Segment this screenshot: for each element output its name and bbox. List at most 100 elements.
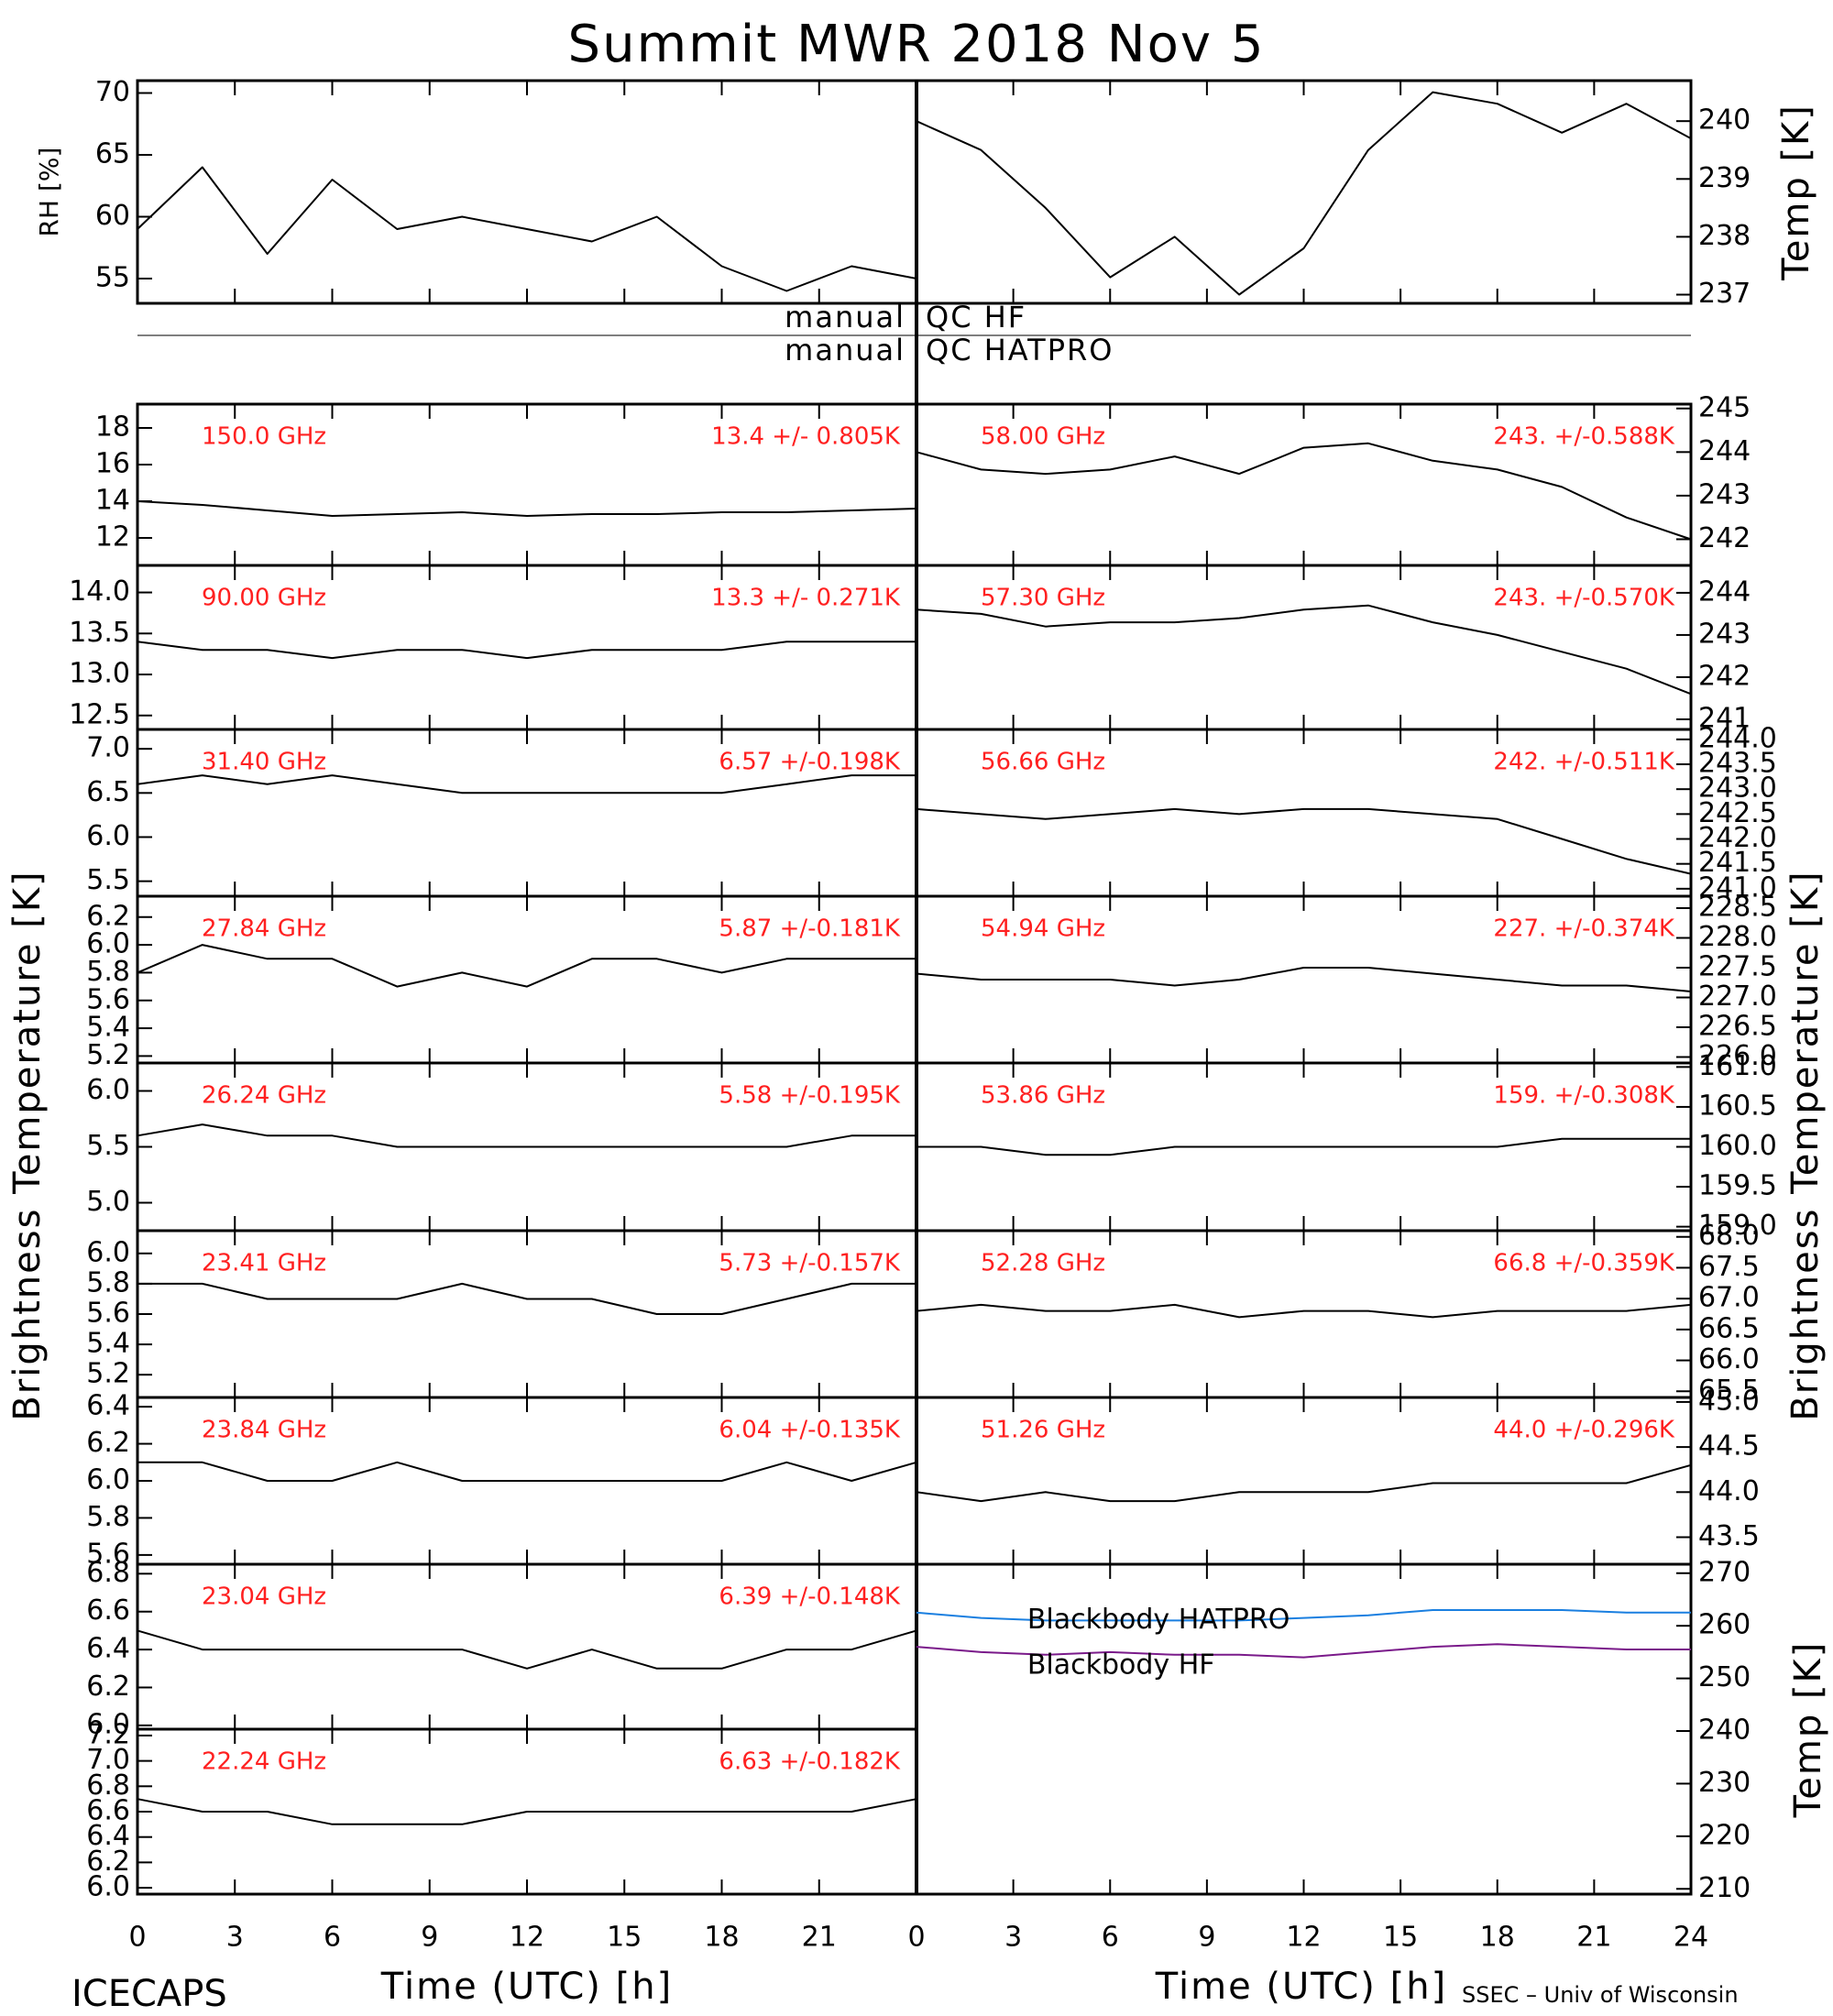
x-tick-label: 3 <box>1004 1922 1022 1954</box>
y-tick-label: 5.8 <box>86 1501 130 1533</box>
data-line <box>916 91 1692 296</box>
series-label: Blackbody HATPRO <box>1027 1604 1290 1636</box>
y-tick-label: 5.6 <box>86 1298 130 1330</box>
y-tick-label: 242.5 <box>1698 797 1777 829</box>
y-tick-label: 226.5 <box>1698 1011 1777 1043</box>
y-tick-label: 13.0 <box>69 658 130 690</box>
channel-label: 58.00 GHz <box>981 423 1105 451</box>
channel-label: 26.24 GHz <box>202 1082 326 1110</box>
y-tick-label: 6.8 <box>86 1557 130 1589</box>
channel-stats: 44.0 +/-0.296K <box>1493 1417 1675 1444</box>
y-tick-label: 68.0 <box>1698 1220 1760 1252</box>
data-line <box>137 1461 917 1482</box>
x-tick-label: 6 <box>1102 1922 1119 1954</box>
channel-label: 54.94 GHz <box>981 915 1105 943</box>
y-tick-label: 241 <box>1698 702 1751 734</box>
y-tick-label: 159.5 <box>1698 1170 1777 1202</box>
data-line <box>137 944 916 988</box>
y-tick-label: 5.5 <box>86 1130 130 1162</box>
channel-label: 22.24 GHz <box>202 1748 326 1776</box>
channel-stats: 66.8 +/-0.359K <box>1493 1250 1675 1277</box>
y-tick-label: 160.0 <box>1698 1130 1777 1162</box>
y-tick-label: 6.0 <box>86 1871 130 1903</box>
y-tick-label: 238 <box>1698 220 1751 252</box>
y-tick-label: 44.5 <box>1698 1430 1760 1463</box>
channel-stats: 6.39 +/-0.148K <box>719 1583 901 1611</box>
channel-label: 23.04 GHz <box>202 1583 326 1611</box>
channel-stats: 5.87 +/-0.181K <box>719 915 901 943</box>
y-tick-label: 14.0 <box>69 575 130 608</box>
x-tick-label: 3 <box>226 1922 244 1954</box>
data-line <box>137 1629 917 1670</box>
x-tick-label: 24 <box>1674 1922 1708 1954</box>
x-tick-label: 12 <box>1286 1922 1321 1954</box>
data-line <box>916 807 1692 875</box>
data-line <box>916 604 1692 696</box>
y-tick-label: 242 <box>1698 522 1751 554</box>
channel-stats: 6.63 +/-0.182K <box>719 1748 901 1776</box>
y-tick-label: 6.2 <box>86 1427 130 1459</box>
channel-label: 150.0 GHz <box>202 423 326 451</box>
y-tick-label: 65 <box>95 138 130 170</box>
y-tick-label: 6.2 <box>86 1846 130 1878</box>
data-line <box>137 641 916 660</box>
y-tick-label: 45.0 <box>1698 1385 1760 1417</box>
channel-label: 52.28 GHz <box>981 1250 1105 1277</box>
channel-label: 53.86 GHz <box>981 1082 1105 1110</box>
y-tick-label: 44.0 <box>1698 1475 1760 1507</box>
y-tick-label: 210 <box>1698 1872 1751 1904</box>
y-tick-label: 160.5 <box>1698 1090 1777 1122</box>
data-line <box>137 1282 916 1315</box>
channel-label: 31.40 GHz <box>202 749 326 776</box>
y-tick-label: 260 <box>1698 1609 1751 1641</box>
qc-label: manual <box>785 333 906 367</box>
y-tick-label: 65.5 <box>1698 1375 1760 1407</box>
y-tick-label: 250 <box>1698 1661 1751 1693</box>
x-axis-title: Time (UTC) [h] <box>380 1966 673 2008</box>
channel-label: 90.00 GHz <box>202 585 326 612</box>
y-tick-label: 67.0 <box>1698 1282 1760 1314</box>
y-tick-label: 6.4 <box>86 1633 130 1665</box>
figure-title: Summit MWR 2018 Nov 5 <box>568 15 1266 74</box>
channel-label: 51.26 GHz <box>981 1417 1105 1444</box>
y-tick-label: 243 <box>1698 618 1751 650</box>
x-tick-label: 9 <box>1198 1922 1215 1954</box>
data-line <box>137 1123 916 1148</box>
channel-stats: 243. +/-0.588K <box>1493 423 1675 451</box>
footer-left: ICECAPS <box>71 1973 227 2015</box>
y-tick-label: 70 <box>95 76 130 108</box>
y-tick-label: 6.0 <box>86 1074 130 1106</box>
y-tick-label: 5.4 <box>86 1328 130 1360</box>
y-tick-label: 6.6 <box>86 1594 130 1627</box>
channel-stats: 13.3 +/- 0.271K <box>711 585 901 612</box>
y-tick-label: 12 <box>95 521 130 553</box>
y-tick-label: 228.5 <box>1698 892 1777 924</box>
y-tick-label: 16 <box>95 448 130 480</box>
x-tick-label: 0 <box>128 1922 146 1954</box>
y-tick-label: 43.5 <box>1698 1520 1760 1552</box>
data-line <box>137 166 917 292</box>
y-tick-label: 245 <box>1698 391 1751 423</box>
y-tick-label: 6.0 <box>86 1236 130 1268</box>
y-tick-label: 227.0 <box>1698 981 1777 1013</box>
y-tick-label: 227.5 <box>1698 951 1777 983</box>
y-tick-label: 241.0 <box>1698 871 1777 904</box>
y-tick-label: 242.0 <box>1698 822 1777 854</box>
data-line <box>916 1463 1692 1503</box>
y-tick-label: 6.4 <box>86 1820 130 1852</box>
y-axis-title: Brightness Temperature [K] <box>1784 870 1827 1420</box>
y-tick-label: 5.4 <box>86 1012 130 1044</box>
y-tick-label: 13.5 <box>69 617 130 649</box>
y-tick-label: 55 <box>95 262 130 294</box>
y-tick-label: 230 <box>1698 1767 1751 1799</box>
y-tick-label: 5.5 <box>86 864 130 896</box>
y-tick-label: 60 <box>95 200 130 232</box>
y-tick-label: 7.0 <box>86 732 130 764</box>
y-tick-label: 67.5 <box>1698 1251 1760 1283</box>
y-axis-title: Temp [K] <box>1775 104 1817 281</box>
qc-label: manual <box>785 300 906 334</box>
y-tick-label: 244.0 <box>1698 722 1777 754</box>
y-tick-label: 240 <box>1698 1715 1751 1747</box>
y-tick-label: 6.0 <box>86 1708 130 1740</box>
